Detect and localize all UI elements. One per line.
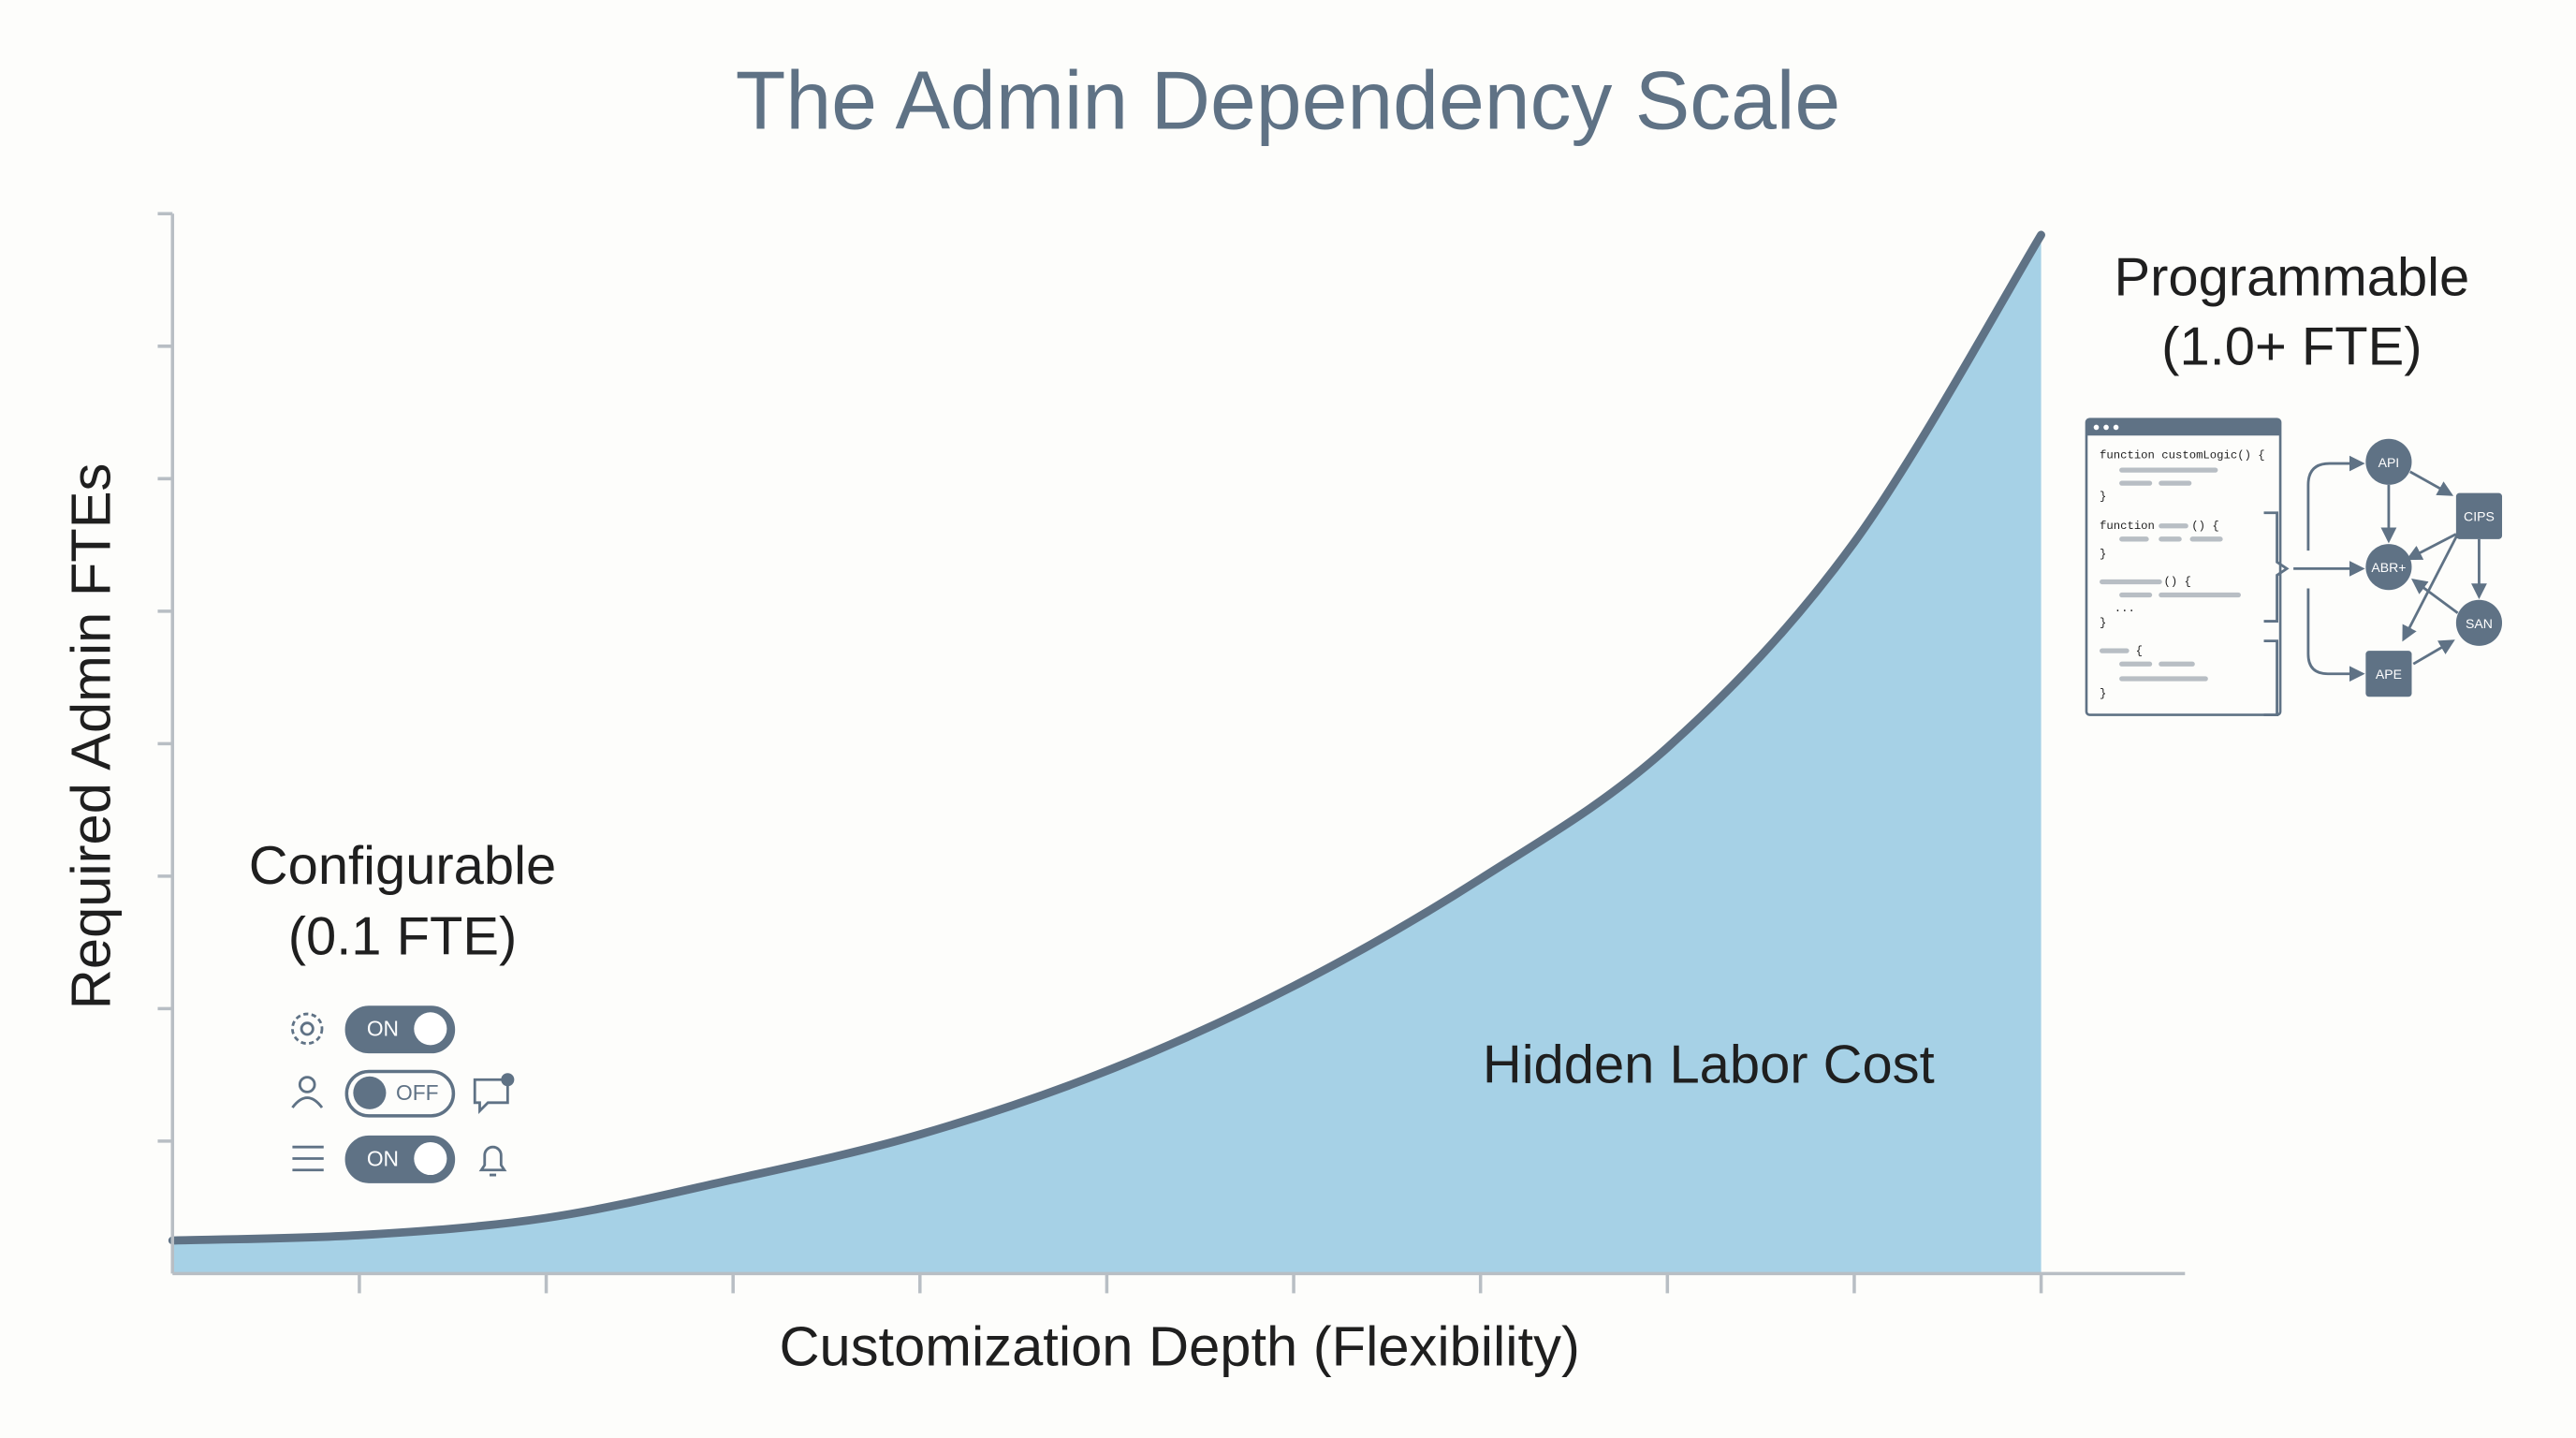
code-text: ... <box>2115 602 2135 615</box>
window-dot <box>2113 424 2119 431</box>
code-text: } <box>2100 687 2106 700</box>
code-bar <box>2119 536 2149 542</box>
diagram-node <box>2455 492 2503 539</box>
code-bar <box>2119 661 2153 667</box>
code-text: function customLogic() { <box>2100 449 2265 462</box>
gear-icon <box>291 1012 324 1046</box>
node-label: ABR+ <box>2371 560 2406 575</box>
code-bar <box>2100 648 2130 653</box>
toggle-label: OFF <box>396 1080 439 1105</box>
series-label: Hidden Labor Cost <box>1483 1034 1935 1094</box>
annotation: Programmable <box>2114 248 2469 308</box>
code-text: } <box>2100 617 2106 630</box>
diagram-arrow <box>2409 470 2454 496</box>
user-icon <box>291 1096 324 1108</box>
code-bar <box>2119 467 2218 473</box>
x-axis-label: Customization Depth (Flexibility) <box>779 1315 1579 1378</box>
diagram-arrow <box>2410 579 2459 614</box>
code-bar <box>2119 676 2208 682</box>
code-text: () { <box>2163 576 2190 589</box>
code-bar <box>2100 579 2162 585</box>
user-icon <box>298 1076 316 1093</box>
node-label: APE <box>2376 667 2402 682</box>
node-label: CIPS <box>2464 509 2495 524</box>
diagram-node <box>2365 438 2412 485</box>
diagram-arrow <box>2412 639 2455 666</box>
annotation: Configurable <box>249 836 556 896</box>
node-label: SAN <box>2466 616 2493 631</box>
code-text: } <box>2100 490 2106 503</box>
area-fill <box>172 234 2042 1274</box>
code-bar <box>2159 523 2188 529</box>
code-text: } <box>2100 548 2106 561</box>
annotation: (0.1 FTE) <box>288 906 518 966</box>
code-bar <box>2159 536 2182 542</box>
diagram-node <box>2455 599 2503 646</box>
diagram-node <box>2365 544 2412 591</box>
code-bar <box>2119 592 2153 598</box>
code-text: { <box>2136 644 2143 657</box>
toggle-label: ON <box>367 1146 399 1170</box>
window-dot <box>2093 424 2100 431</box>
bell-icon <box>478 1145 507 1177</box>
code-panel-bar <box>2086 418 2281 436</box>
brace <box>2263 511 2290 717</box>
code-bar <box>2189 536 2223 542</box>
diagram-arrow <box>2306 588 2365 682</box>
chat-badge <box>501 1073 515 1087</box>
toggle-knob <box>353 1076 387 1109</box>
diagram-node <box>2365 651 2412 697</box>
code-bar <box>2159 661 2195 667</box>
annotation: (1.0+ FTE) <box>2161 316 2422 376</box>
area-line <box>168 230 2045 1245</box>
node-label: API <box>2378 455 2400 470</box>
diagram-arrow <box>2402 530 2461 642</box>
toggle-knob <box>414 1141 447 1176</box>
gear-icon <box>300 1021 315 1036</box>
toggle-knob <box>414 1012 447 1046</box>
y-axis-label: Required Admin FTEs <box>60 463 123 1010</box>
sliders-icon <box>292 1145 324 1172</box>
code-panel <box>2085 418 2282 716</box>
code-bar <box>2119 480 2153 486</box>
window-dot <box>2103 424 2109 431</box>
code-text: function <box>2100 520 2155 533</box>
code-bar <box>2159 592 2241 598</box>
chart-title: The Admin Dependency Scale <box>736 54 1840 146</box>
code-bar <box>2159 480 2192 486</box>
diagram-arrow <box>2406 533 2457 561</box>
code-text: () { <box>2191 520 2218 533</box>
diagram-arrow <box>2306 455 2365 551</box>
chat-icon <box>473 1078 509 1114</box>
toggle-label: ON <box>367 1017 399 1041</box>
